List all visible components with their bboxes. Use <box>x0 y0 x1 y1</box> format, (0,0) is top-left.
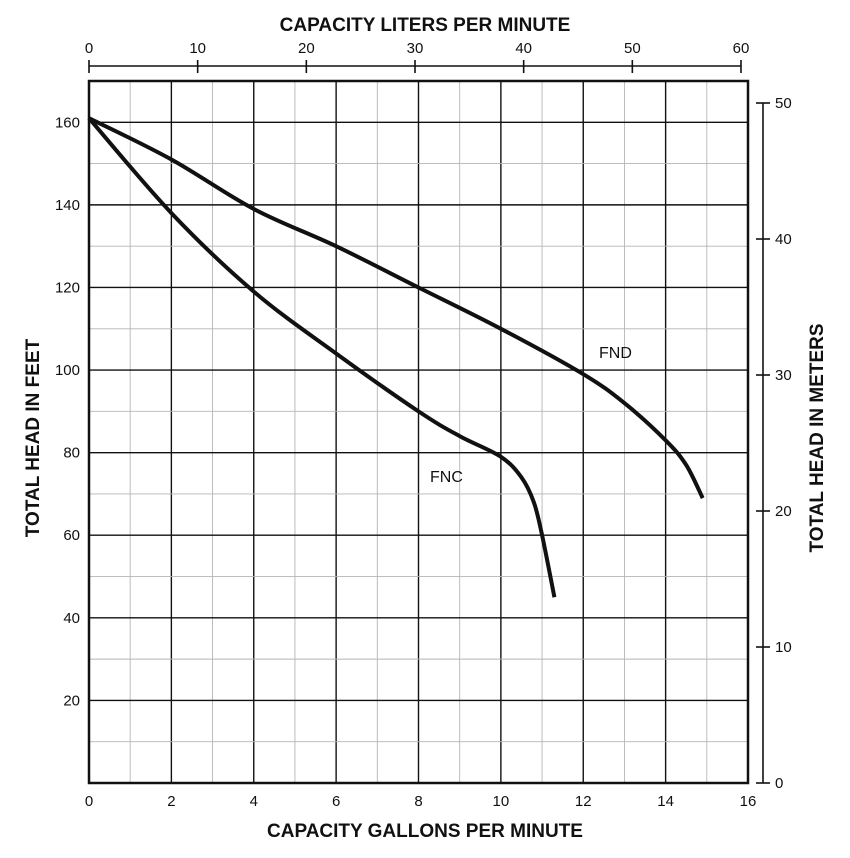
x-top-tick-label: 30 <box>407 40 424 57</box>
x-top-tick-label: 0 <box>85 40 93 57</box>
x-bottom-tick-label: 2 <box>167 793 175 810</box>
bottom-axis-title: CAPACITY GALLONS PER MINUTE <box>267 821 583 842</box>
series: FND FNC <box>87 116 705 598</box>
x-top-tick-label: 50 <box>624 40 641 57</box>
x-top-tick-label: 40 <box>515 40 532 57</box>
series-line-fnd <box>88 116 705 500</box>
x-bottom-tick-label: 0 <box>85 793 93 810</box>
series-label-fnc: FNC <box>430 469 463 486</box>
y-left-tick-label: 20 <box>63 692 80 709</box>
y-left-tick-label: 140 <box>55 197 80 214</box>
left-axis-title: TOTAL HEAD IN FEET <box>23 338 44 537</box>
x-top-tick-label: 10 <box>189 40 206 57</box>
y-right-tick-label: 50 <box>775 95 792 112</box>
x-bottom-tick-label: 6 <box>332 793 340 810</box>
y-left-tick-label: 40 <box>63 610 80 627</box>
top-axis-title: CAPACITY LITERS PER MINUTE <box>280 15 571 36</box>
y-right-tick-label: 10 <box>775 639 792 656</box>
right-axis-title: TOTAL HEAD IN METERS <box>807 323 828 552</box>
x-bottom-tick-label: 14 <box>657 793 674 810</box>
x-top-tick-label: 60 <box>733 40 750 57</box>
y-left-tick-label: 160 <box>55 114 80 131</box>
series-line-fnc <box>87 116 557 598</box>
y-right-tick-label: 40 <box>775 231 792 248</box>
grid <box>88 81 749 783</box>
x-bottom-tick-label: 4 <box>250 793 258 810</box>
y-left-tick-label: 120 <box>55 279 80 296</box>
series-label-fnd: FND <box>599 345 632 362</box>
x-bottom-tick-label: 8 <box>414 793 422 810</box>
y-left-tick-label: 80 <box>63 445 80 462</box>
x-top-tick-label: 20 <box>298 40 315 57</box>
x-bottom-tick-label: 10 <box>493 793 510 810</box>
y-left-tick-label: 100 <box>55 362 80 379</box>
y-right-tick-label: 20 <box>775 503 792 520</box>
x-bottom-tick-label: 16 <box>740 793 757 810</box>
y-right-tick-label: 0 <box>775 775 783 792</box>
plot-frame <box>87 79 750 785</box>
y-right-tick-label: 30 <box>775 367 792 384</box>
x-bottom-tick-label: 12 <box>575 793 592 810</box>
y-left-tick-label: 60 <box>63 527 80 544</box>
